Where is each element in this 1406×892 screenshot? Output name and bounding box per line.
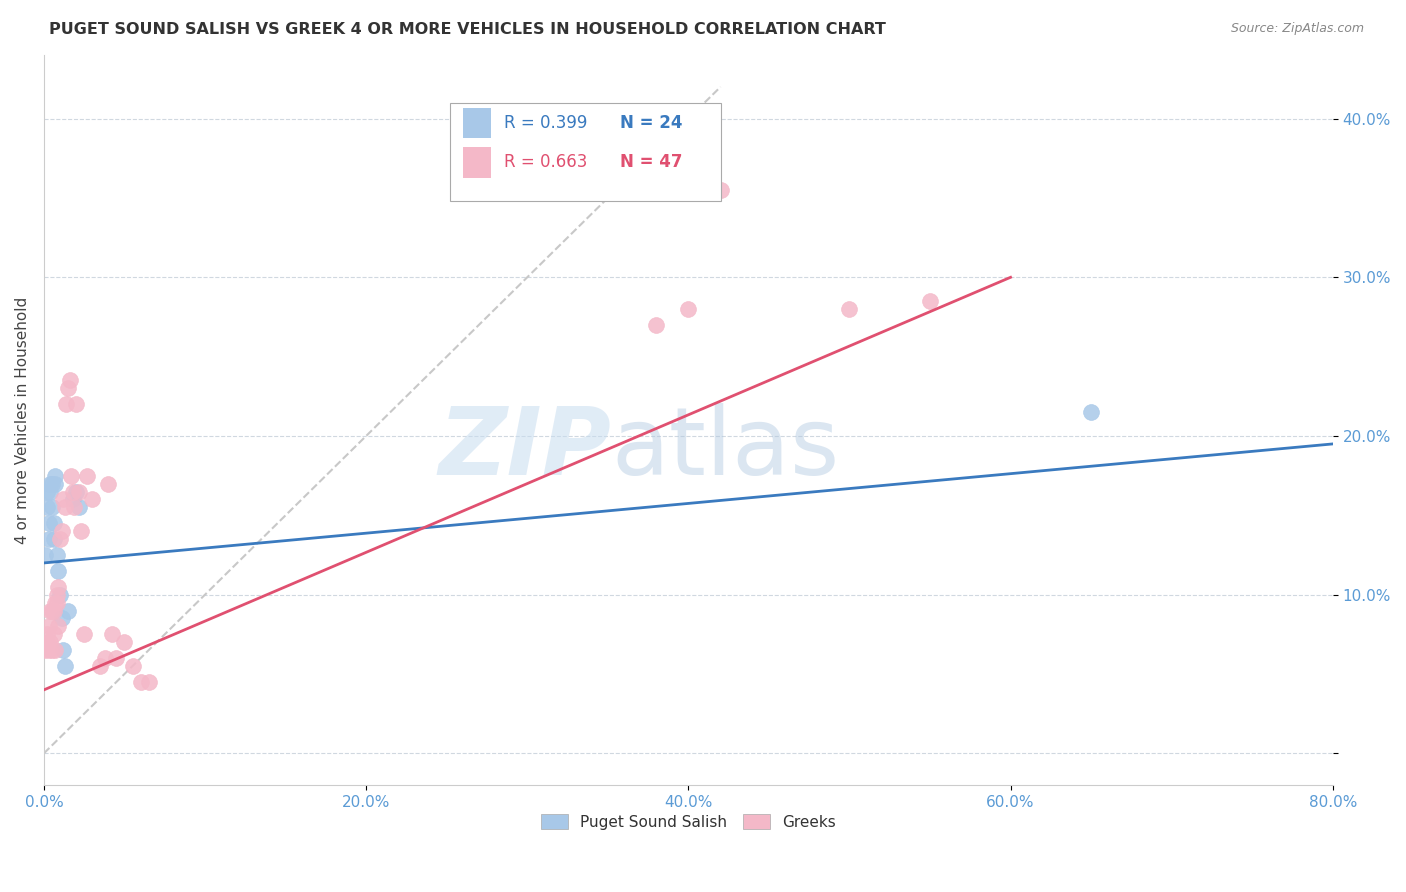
Point xyxy=(105,651,128,665)
Point xyxy=(65,484,87,499)
Point xyxy=(52,643,75,657)
Point xyxy=(53,500,76,515)
Point xyxy=(39,635,62,649)
Point xyxy=(678,301,700,316)
Point xyxy=(34,643,56,657)
Point xyxy=(38,516,60,531)
Point xyxy=(44,476,66,491)
Point xyxy=(94,651,117,665)
Point xyxy=(39,484,62,499)
Point xyxy=(82,492,104,507)
Point xyxy=(62,492,84,507)
Point xyxy=(37,635,59,649)
Point xyxy=(44,468,66,483)
Point xyxy=(65,397,87,411)
Point xyxy=(67,484,90,499)
Text: R = 0.399: R = 0.399 xyxy=(503,114,588,132)
Point xyxy=(49,588,72,602)
Text: Source: ZipAtlas.com: Source: ZipAtlas.com xyxy=(1230,22,1364,36)
Point xyxy=(44,596,66,610)
Point xyxy=(55,397,77,411)
Point xyxy=(39,476,62,491)
Point xyxy=(1080,405,1102,419)
Point xyxy=(67,500,90,515)
Point xyxy=(42,532,65,546)
Point xyxy=(97,476,120,491)
Point xyxy=(44,643,66,657)
Text: atlas: atlas xyxy=(612,403,839,495)
Point xyxy=(129,675,152,690)
Point xyxy=(42,627,65,641)
Text: PUGET SOUND SALISH VS GREEK 4 OR MORE VEHICLES IN HOUSEHOLD CORRELATION CHART: PUGET SOUND SALISH VS GREEK 4 OR MORE VE… xyxy=(49,22,886,37)
Point xyxy=(49,532,72,546)
Point xyxy=(38,532,60,546)
Point xyxy=(838,301,860,316)
FancyBboxPatch shape xyxy=(463,108,491,138)
Point xyxy=(39,603,62,617)
Point xyxy=(918,294,941,309)
Point xyxy=(48,564,70,578)
Point xyxy=(48,619,70,633)
Point xyxy=(48,580,70,594)
Point xyxy=(138,675,160,690)
Point xyxy=(76,468,98,483)
Point xyxy=(121,659,143,673)
Point xyxy=(37,627,59,641)
Text: N = 47: N = 47 xyxy=(620,153,682,171)
Text: ZIP: ZIP xyxy=(439,403,612,495)
Text: R = 0.663: R = 0.663 xyxy=(503,153,588,171)
Point xyxy=(59,374,82,388)
Legend: Puget Sound Salish, Greeks: Puget Sound Salish, Greeks xyxy=(534,808,842,836)
Point xyxy=(37,500,59,515)
Point xyxy=(63,500,86,515)
FancyBboxPatch shape xyxy=(450,103,720,201)
Text: N = 24: N = 24 xyxy=(620,114,682,132)
Point xyxy=(62,484,84,499)
Point xyxy=(51,611,73,625)
Point xyxy=(100,627,122,641)
Point xyxy=(89,659,111,673)
Point xyxy=(53,659,76,673)
Point xyxy=(645,318,668,332)
Point xyxy=(73,627,96,641)
Point xyxy=(56,381,79,395)
Point xyxy=(60,468,83,483)
Point xyxy=(34,548,56,562)
FancyBboxPatch shape xyxy=(463,147,491,178)
Point xyxy=(709,183,731,197)
Point xyxy=(41,476,63,491)
Point xyxy=(114,635,136,649)
Point xyxy=(45,548,67,562)
Point xyxy=(41,603,63,617)
Point xyxy=(45,596,67,610)
Point xyxy=(38,643,60,657)
Point xyxy=(45,588,67,602)
Point xyxy=(70,524,93,539)
Y-axis label: 4 or more Vehicles in Household: 4 or more Vehicles in Household xyxy=(15,296,30,544)
Point xyxy=(42,603,65,617)
Point xyxy=(56,603,79,617)
Point xyxy=(41,643,63,657)
Point xyxy=(42,516,65,531)
Point xyxy=(41,500,63,515)
Point xyxy=(52,492,75,507)
Point xyxy=(38,619,60,633)
Point xyxy=(37,484,59,499)
Point xyxy=(51,524,73,539)
